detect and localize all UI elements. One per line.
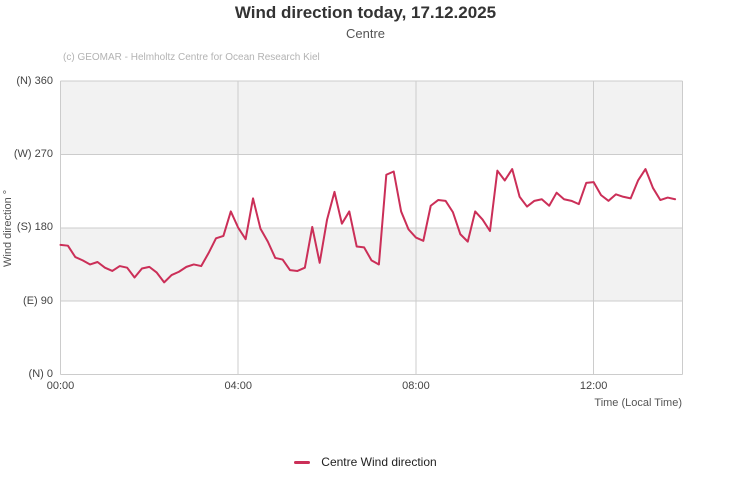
legend-series-label: Centre Wind direction [321, 455, 437, 469]
plot-band-270-360 [60, 81, 683, 155]
x-tick-label-08:00: 08:00 [402, 380, 430, 392]
chart-subtitle: Centre [345, 26, 386, 41]
y-tick-label-180: (S) 180 [16, 221, 53, 234]
copyright-note: (c) GEOMAR - Helmholtz Centre for Ocean … [63, 52, 320, 63]
x-tick-label-00:00: 00:00 [46, 380, 75, 392]
legend[interactable]: Centre Wind direction [0, 455, 731, 469]
y-tick-label-90: (E) 90 [23, 294, 53, 307]
x-tick-label-12:00: 12:00 [579, 380, 608, 392]
y-tick-label-270: (W) 270 [13, 147, 53, 160]
x-axis-title: Time (Local Time) [594, 397, 682, 409]
wind-direction-line [59, 168, 677, 284]
chart-title: Wind direction today, 17.12.2025 [234, 3, 497, 22]
y-tick-label-360: (N) 360 [16, 74, 53, 87]
legend-line-marker [294, 460, 311, 464]
y-tick-label-0: (N) 0 [28, 368, 53, 380]
plot-band-90-180 [60, 227, 683, 302]
x-tick-label-04:00: 04:00 [224, 380, 252, 392]
